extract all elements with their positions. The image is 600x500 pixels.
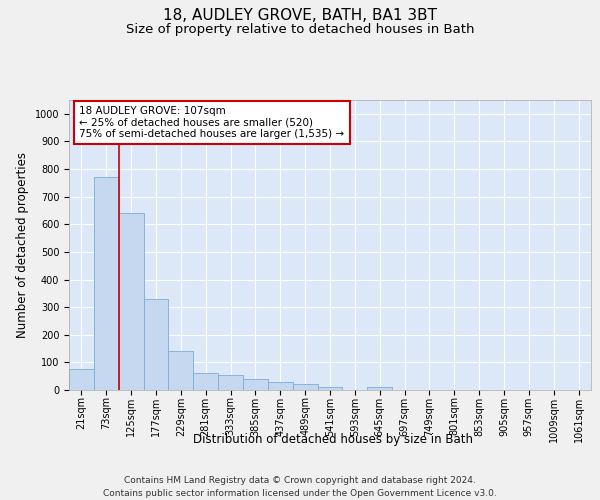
Bar: [367, 387, 392, 390]
Text: Contains HM Land Registry data © Crown copyright and database right 2024.
Contai: Contains HM Land Registry data © Crown c…: [103, 476, 497, 498]
Bar: [293, 384, 317, 390]
Text: 18, AUDLEY GROVE, BATH, BA1 3BT: 18, AUDLEY GROVE, BATH, BA1 3BT: [163, 8, 437, 22]
Bar: [119, 213, 143, 390]
Text: Distribution of detached houses by size in Bath: Distribution of detached houses by size …: [193, 432, 473, 446]
Bar: [169, 352, 193, 390]
Bar: [94, 178, 119, 390]
Bar: [143, 299, 169, 390]
Y-axis label: Number of detached properties: Number of detached properties: [16, 152, 29, 338]
Bar: [218, 375, 243, 390]
Bar: [243, 379, 268, 390]
Bar: [317, 387, 343, 390]
Bar: [193, 374, 218, 390]
Bar: [268, 382, 293, 390]
Text: 18 AUDLEY GROVE: 107sqm
← 25% of detached houses are smaller (520)
75% of semi-d: 18 AUDLEY GROVE: 107sqm ← 25% of detache…: [79, 106, 344, 139]
Bar: [69, 370, 94, 390]
Text: Size of property relative to detached houses in Bath: Size of property relative to detached ho…: [126, 22, 474, 36]
